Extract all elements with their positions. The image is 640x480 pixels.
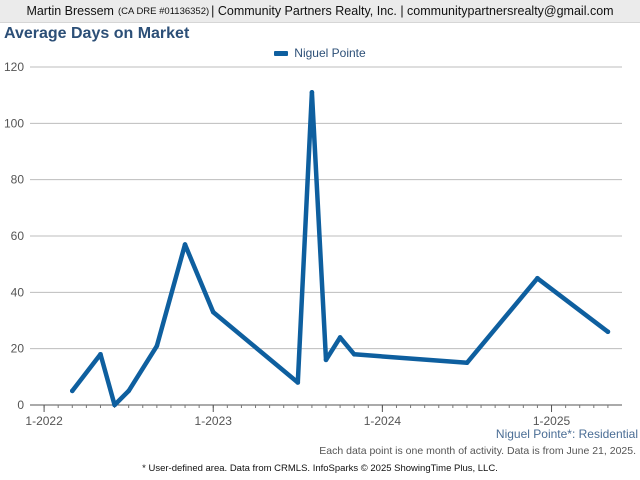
data-point bbox=[605, 329, 611, 335]
data-point bbox=[337, 335, 343, 340]
series-line bbox=[70, 90, 611, 408]
y-tick-label: 80 bbox=[11, 173, 25, 187]
data-point bbox=[154, 343, 160, 349]
legend[interactable]: Niguel Pointe bbox=[0, 46, 640, 60]
chart-title: Average Days on Market bbox=[4, 25, 190, 42]
y-tick-label: 120 bbox=[4, 60, 24, 74]
y-tick-labels: 0 20 40 60 80 100 120 bbox=[4, 60, 24, 412]
agent-name: Martin Bressem bbox=[26, 4, 114, 18]
x-tick-label: 1-2023 bbox=[195, 414, 233, 428]
header-bar: Martin Bressem (CA DRE #01136352) | Comm… bbox=[0, 0, 640, 23]
y-tick-label: 60 bbox=[11, 229, 25, 243]
data-point bbox=[351, 352, 357, 357]
x-tick-label: 1-2022 bbox=[25, 414, 63, 428]
area-label: Niguel Pointe*: Residential bbox=[495, 427, 638, 441]
axes bbox=[30, 404, 622, 412]
agent-contact: | Community Partners Realty, Inc. | comm… bbox=[211, 4, 614, 18]
data-point bbox=[112, 402, 117, 408]
y-tick-label: 40 bbox=[11, 285, 25, 299]
data-point bbox=[323, 357, 329, 363]
data-point bbox=[535, 275, 540, 281]
agent-license: (CA DRE #01136352) bbox=[117, 5, 210, 17]
series-layer bbox=[69, 90, 611, 408]
data-point bbox=[182, 242, 188, 247]
data-point bbox=[295, 380, 301, 385]
x-tick-label: 1-2025 bbox=[533, 414, 571, 428]
data-point bbox=[210, 309, 216, 315]
legend-swatch bbox=[274, 50, 289, 56]
footer-credit: * User-defined area. Data from CRMLS. In… bbox=[142, 463, 498, 474]
y-tick-label: 0 bbox=[17, 398, 24, 412]
data-point bbox=[69, 388, 75, 394]
data-point bbox=[126, 388, 131, 394]
y-tick-label: 20 bbox=[11, 342, 25, 356]
data-point bbox=[464, 360, 470, 366]
data-note: Each data point is one month of activity… bbox=[319, 445, 636, 457]
y-tick-label: 100 bbox=[4, 116, 24, 130]
x-tick-label: 1-2024 bbox=[364, 414, 402, 428]
data-point bbox=[309, 90, 315, 95]
legend-label: Niguel Pointe bbox=[294, 46, 366, 60]
gridlines bbox=[30, 66, 622, 350]
x-tick-labels: 1-2022 1-2023 1-2024 1-2025 bbox=[25, 414, 570, 428]
data-point bbox=[98, 352, 103, 357]
